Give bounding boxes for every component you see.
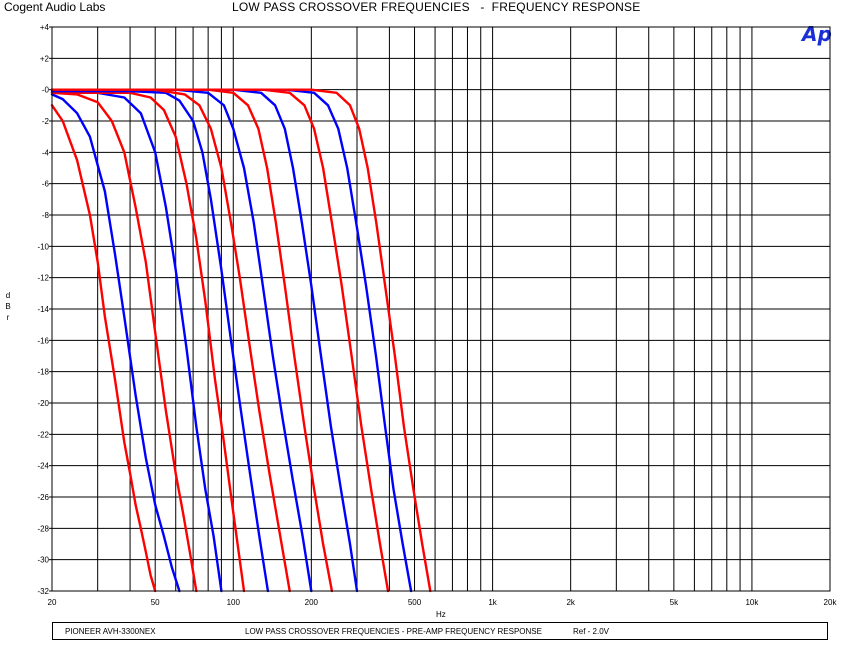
y-tick-label: -10 (37, 242, 49, 251)
response-curve (50, 88, 334, 593)
response-curve (50, 91, 198, 593)
reference-level: Ref - 2.0V (573, 627, 610, 636)
y-tick-label: -4 (42, 148, 50, 157)
y-tick-label: -2 (42, 117, 50, 126)
ap-logo: Ap (802, 22, 832, 46)
response-curve (50, 93, 181, 593)
response-curve (50, 88, 432, 593)
x-tick-label: 1k (488, 598, 497, 607)
x-tick-label: 10k (745, 598, 759, 607)
footer-description: LOW PASS CROSSOVER FREQUENCIES - PRE-AMP… (245, 627, 542, 636)
y-tick-label: -16 (37, 336, 49, 345)
x-tick-label: 100 (227, 598, 241, 607)
page-title: LOW PASS CROSSOVER FREQUENCIES - FREQUEN… (232, 0, 641, 14)
y-tick-labels: +4 +2 -0 -2 -4 -6 -8 -10 -12 -14 -16 -18 -20 -22 -24 -2… (37, 23, 49, 596)
company-name: Cogent Audio Labs (4, 0, 106, 14)
y-axis-label: dBr (5, 291, 11, 322)
response-curve (50, 104, 157, 593)
y-tick-label: +2 (40, 54, 50, 63)
x-tick-label: 500 (408, 598, 422, 607)
x-tick-labels: 20 50 100 200 500 1k 2k 5k 10k 20k (48, 598, 838, 607)
x-axis-label: Hz (436, 610, 446, 619)
y-tick-label: -6 (42, 180, 50, 189)
plot-frame (51, 26, 831, 592)
x-tick-label: 20k (824, 598, 838, 607)
y-tick-label: -14 (37, 305, 49, 314)
x-tick-label: 2k (566, 598, 575, 607)
y-tick-label: -30 (37, 556, 49, 565)
response-curve (50, 88, 359, 593)
y-tick-label: -0 (42, 86, 50, 95)
y-tick-label: -20 (37, 399, 49, 408)
response-curve (50, 88, 291, 593)
y-tick-label: -32 (37, 587, 49, 596)
y-tick-label: -28 (37, 524, 49, 533)
x-tick-label: 5k (670, 598, 679, 607)
x-tick-label: 20 (48, 598, 57, 607)
y-tick-label: -18 (37, 368, 49, 377)
response-curve (50, 88, 390, 593)
response-curve (50, 89, 270, 593)
y-tick-label: -26 (37, 493, 49, 502)
footer-info-box: PIONEER AVH-3300NEX LOW PASS CROSSOVER F… (52, 622, 828, 640)
response-curve (50, 91, 246, 593)
x-tick-label: 200 (305, 598, 319, 607)
y-tick-label: -24 (37, 462, 49, 471)
chart-grid (49, 26, 830, 592)
device-name: PIONEER AVH-3300NEX (65, 627, 156, 636)
y-tick-label: -22 (37, 430, 49, 439)
response-curve (50, 88, 313, 593)
response-curve (50, 91, 223, 593)
y-tick-label: -12 (37, 274, 49, 283)
chart-curves (50, 88, 432, 593)
response-curve (50, 88, 413, 593)
y-tick-label: +4 (40, 23, 50, 32)
x-tick-label: 50 (151, 598, 160, 607)
y-tick-label: -8 (42, 211, 50, 220)
